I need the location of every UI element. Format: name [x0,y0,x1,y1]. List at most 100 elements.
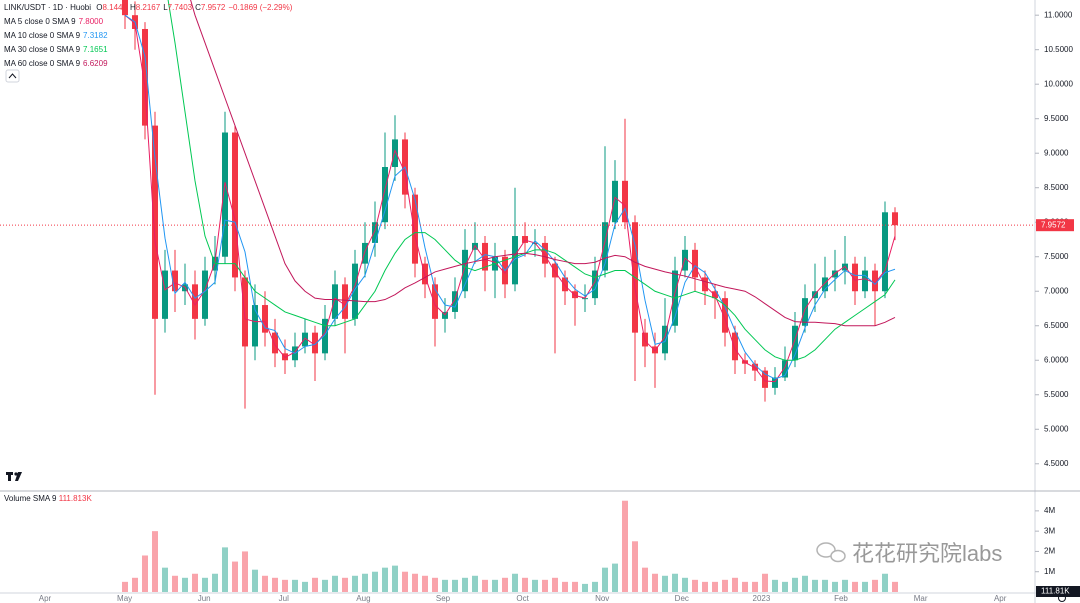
candle-body [312,332,318,354]
volume-legend: Volume SMA 9 111.813K [4,494,92,503]
volume-bar [852,581,858,592]
x-tick-label: 2023 [753,594,771,603]
y-tick-label: 9.5000 [1044,114,1069,123]
volume-bar [662,575,668,592]
last-price-label: 7.9572 [1041,220,1066,229]
x-tick-label: Apr [994,594,1007,603]
collapse-button[interactable] [5,69,20,83]
candle-body [382,167,388,223]
volume-bar [192,573,198,592]
volume-bar [592,581,598,592]
volume-bar [502,577,508,592]
y-tick-label: 5.5000 [1044,390,1069,399]
candle-body [412,194,418,264]
volume-bar [272,577,278,592]
candle-body [192,284,198,319]
x-tick-label: Oct [516,594,529,603]
volume-bar [782,581,788,592]
candle-body [232,132,238,278]
volume-bar [882,573,888,592]
candle-body [592,270,598,299]
settings-icon[interactable] [1058,594,1066,602]
candle-body [872,270,878,292]
ma-legend-row: MA 5 close 0 SMA 9 7.8000 [4,15,298,29]
volume-bar [802,575,808,592]
candle-body [352,263,358,319]
axes: 11.000010.500010.00009.50009.00008.50008… [39,10,1080,603]
volume-bar [822,579,828,592]
candle-body [142,28,148,126]
volume-bar [482,579,488,592]
price-pane [0,0,1035,409]
volume-bar [432,577,438,592]
tradingview-logo [6,472,22,481]
candle-body [172,270,178,292]
volume-bar [692,579,698,592]
volume-bar [612,563,618,592]
candle-body [722,298,728,333]
candle-body [562,277,568,292]
volume-bar [222,547,228,592]
volume-bar [162,567,168,592]
volume-bar [452,579,458,592]
candle-body [462,249,468,292]
volume-bar [462,577,468,592]
volume-bar [792,577,798,592]
candle-body [122,0,128,16]
volume-bar [372,571,378,592]
candle-body [552,263,558,278]
candle-body [262,305,268,333]
y-tick-label: 4.5000 [1044,459,1069,468]
x-tick-label: May [117,594,132,603]
volume-bar [672,573,678,592]
volume-bar [762,573,768,592]
y2-tick-label: 3M [1044,526,1055,535]
volume-bar [392,565,398,592]
ma-line [167,0,896,361]
volume-bar [862,581,868,592]
y2-tick-label: 2M [1044,547,1055,556]
y-tick-label: 7.0000 [1044,286,1069,295]
candle-body [682,249,688,271]
candle-body [732,332,738,361]
candle-body [522,236,528,243]
candle-body [222,132,228,257]
volume-bar [582,583,588,592]
volume-bar [312,577,318,592]
watermark: 花花研究院labs [852,541,1002,566]
collapse-icon [8,73,17,79]
ohlc-key: C [195,3,201,12]
volume-bar [342,577,348,592]
volume-bar [422,575,428,592]
candle-body [392,139,398,168]
symbol: LINK/USDT · 1D · Huobi [4,3,91,12]
candle-body [892,212,898,226]
ohlc-key: O [96,3,103,12]
volume-bar [362,573,368,592]
volume-bar [572,581,578,592]
ma-value: 7.8000 [78,17,104,26]
volume-bar [472,575,478,592]
ohlc-value: 8.2167 [135,3,161,12]
candle-body [362,242,368,264]
volume-bar [702,581,708,592]
volume-title: Volume SMA 9 [4,494,57,503]
x-tick-label: Sep [436,594,451,603]
candle-body [152,125,158,319]
ma-name: MA 5 close 0 SMA 9 [4,17,76,26]
candle-body [862,270,868,292]
candle-body [332,284,338,319]
candle-body [822,277,828,292]
candle-body [482,242,488,271]
candle-body [202,270,208,319]
volume-bar [132,577,138,592]
volume-bar [772,579,778,592]
volume-bar [262,575,268,592]
x-tick-label: Dec [675,594,689,603]
volume-bar [302,581,308,592]
volume-bar [522,577,528,592]
candle-body [432,284,438,319]
volume-bar [182,577,188,592]
candle-body [542,242,548,264]
